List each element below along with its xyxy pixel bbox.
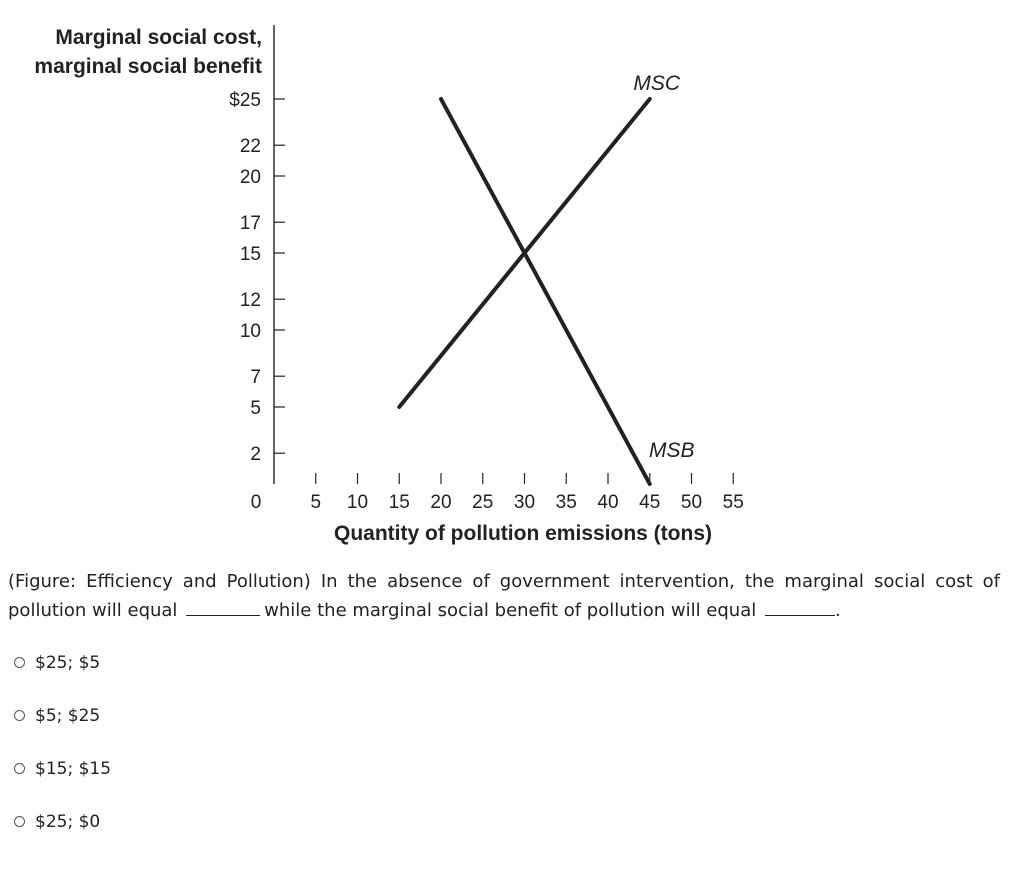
option-label: $15; $15	[35, 758, 112, 779]
x-tick-label: 35	[556, 492, 577, 513]
option-3[interactable]: $15; $15	[14, 754, 111, 783]
x-tick-label: 55	[723, 492, 744, 513]
x-tick-label: 40	[597, 492, 618, 513]
question-part-3: .	[834, 600, 841, 621]
x-tick-label: 5	[310, 492, 321, 513]
answer-blank-2	[764, 597, 835, 616]
radio-button-icon[interactable]	[14, 816, 25, 827]
option-label: $5; $25	[35, 705, 101, 726]
series-label-msc: MSC	[633, 72, 681, 95]
y-tick-label: 17	[240, 213, 261, 234]
x-tick-label: 45	[639, 492, 660, 513]
option-label: $25; $0	[35, 811, 101, 832]
x-ticks: 5 10 15 20 25 30 35 40 45 50 55	[310, 473, 744, 513]
y-tick-label: 12	[240, 290, 261, 311]
question-text: (Figure: Efficiency and Pollution) In th…	[8, 567, 1000, 625]
x-axis-label: Quantity of pollution emissions (tons)	[334, 522, 712, 545]
series-label-msb: MSB	[649, 439, 695, 462]
option-2[interactable]: $5; $25	[14, 701, 111, 730]
y-tick-label: 22	[240, 136, 261, 157]
x-tick-label: 20	[430, 492, 451, 513]
question-part-2: while the marginal social benefit of pol…	[264, 600, 757, 621]
y-tick-label: 7	[250, 367, 261, 388]
origin-label: 0	[251, 492, 262, 513]
y-tick-label: $25	[229, 90, 261, 111]
x-tick-label: 15	[389, 492, 410, 513]
answer-blank-1	[186, 597, 261, 616]
option-4[interactable]: $25; $0	[14, 807, 111, 836]
chart: Marginal social cost, marginal social ben…	[34, 25, 744, 545]
radio-button-icon[interactable]	[14, 657, 25, 668]
radio-button-icon[interactable]	[14, 763, 25, 774]
y-axis-label: Marginal social cost, marginal social ben…	[34, 26, 262, 78]
answer-options: $25; $5 $5; $25 $15; $15 $25; $0	[14, 648, 111, 860]
y-tick-label: 10	[240, 321, 261, 342]
series-line-msb	[439, 97, 652, 486]
y-tick-label: 5	[250, 398, 261, 419]
x-tick-label: 30	[514, 492, 535, 513]
y-axis-label-line: marginal social benefit	[34, 55, 262, 78]
y-tick-label: 20	[240, 167, 261, 188]
option-label: $25; $5	[35, 652, 101, 673]
y-tick-label: 2	[250, 444, 261, 465]
y-axis-label-line: Marginal social cost,	[55, 26, 262, 49]
question-part-1: (Figure: Efficiency and Pollution) In th…	[8, 571, 1000, 621]
x-tick-label: 10	[347, 492, 368, 513]
series: MSC MSB	[397, 72, 695, 486]
y-tick-label: 15	[240, 244, 261, 265]
radio-button-icon[interactable]	[14, 710, 25, 721]
x-tick-label: 25	[472, 492, 493, 513]
option-1[interactable]: $25; $5	[14, 648, 111, 677]
x-tick-label: 50	[681, 492, 702, 513]
